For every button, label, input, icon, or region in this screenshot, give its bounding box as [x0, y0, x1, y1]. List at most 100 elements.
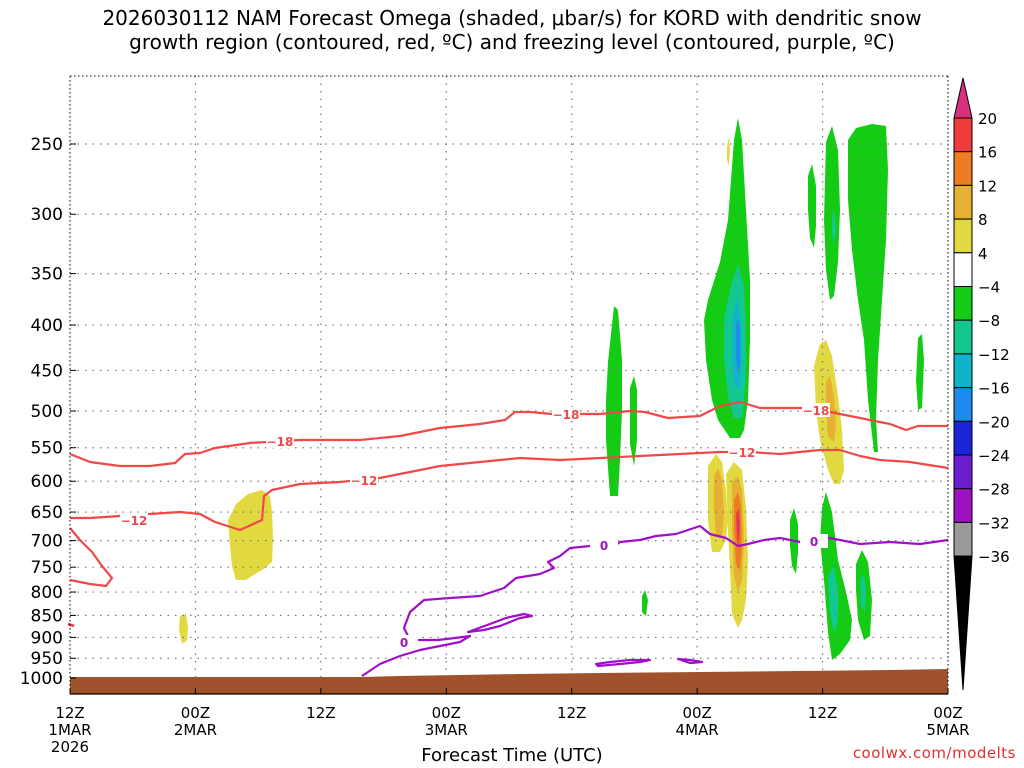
contour-label-zero-bg	[800, 534, 828, 548]
colorbar-label: −16	[978, 380, 1010, 398]
colorbar-swatch	[953, 521, 973, 557]
contour-label-zero: 0	[810, 535, 818, 549]
contour-label-minus18: −18	[553, 408, 580, 422]
omega-shade	[630, 376, 637, 466]
x-axis-label: Forecast Time (UTC)	[421, 745, 603, 766]
x-tick-label: 00Z	[181, 704, 210, 722]
omega-shade	[826, 376, 836, 442]
x-tick-label: 3MAR	[425, 721, 468, 739]
colorbar-label: −20	[978, 413, 1010, 431]
y-tick-label: 750	[31, 558, 63, 578]
contour-lines: −18 −18 −18 −12 −12 −12 0 0 0	[67, 400, 949, 677]
colorbar-swatch	[953, 353, 973, 389]
y-tick-label: 1000	[20, 669, 63, 689]
y-tick-label: 850	[31, 606, 63, 626]
omega-shade	[179, 614, 188, 644]
contour-label-zero: 0	[400, 636, 408, 650]
contour-label-minus18-bg	[552, 407, 580, 421]
colorbar-label: −24	[978, 447, 1010, 465]
dgz-contour-minus12	[70, 448, 949, 532]
colorbar-swatch	[953, 117, 973, 153]
freezing-level-contour	[361, 524, 949, 677]
y-tick-label: 800	[31, 583, 63, 603]
colorbar-swatch	[953, 387, 973, 422]
omega-shade	[714, 468, 724, 536]
y-tick-label: 900	[31, 628, 63, 648]
omega-shade	[824, 126, 840, 300]
omega-shade	[642, 590, 648, 616]
colorbar-label: −4	[978, 279, 1000, 297]
x-tick-label: 1MAR	[48, 721, 91, 739]
y-tick-label: 600	[31, 472, 63, 492]
colorbar-label: 20	[978, 110, 997, 128]
contour-label-minus18-bg	[266, 434, 294, 448]
contour-label-minus12-bg	[120, 513, 148, 527]
y-tick-label: 700	[31, 532, 63, 552]
colorbar-swatch	[953, 184, 973, 220]
y-tick-label: 350	[31, 265, 63, 285]
dgz-contour-minus12	[69, 527, 114, 588]
y-tick-label: 950	[31, 649, 63, 669]
contour-label-zero-bg	[390, 635, 418, 649]
omega-shade	[860, 574, 866, 612]
contour-label-minus12-bg	[350, 473, 378, 487]
title-line-2: growth region (contoured, red, ºC) and f…	[129, 30, 895, 54]
omega-shade	[916, 334, 924, 410]
contour-label-minus12: −12	[121, 514, 148, 528]
contour-label-minus18: −18	[803, 404, 830, 418]
colorbar-label: 16	[978, 144, 997, 162]
y-tick-label: 650	[31, 503, 63, 523]
omega-shade	[736, 318, 740, 372]
x-tick-label: 12Z	[557, 704, 586, 722]
y-tick-label: 250	[31, 135, 63, 155]
colorbar-swatch	[953, 286, 973, 321]
y-tick-label: 450	[31, 361, 63, 381]
x-tick-label: 12Z	[808, 704, 837, 722]
colorbar-swatch	[953, 218, 973, 254]
x-tick-label: 12Z	[306, 704, 335, 722]
terrain	[70, 669, 948, 694]
contour-label-zero-bg	[590, 538, 618, 552]
colorbar-label: 4	[978, 245, 988, 263]
colorbar-bottom-arrow	[953, 555, 973, 691]
freezing-level-contour	[594, 658, 652, 668]
grid-lines	[70, 76, 948, 694]
x-tick-label: 2026	[51, 738, 89, 756]
x-tick-label: 2MAR	[174, 721, 217, 739]
colorbar-swatch	[953, 454, 973, 490]
contour-label-zero: 0	[600, 539, 608, 553]
contour-label-minus12-bg	[728, 445, 756, 459]
omega-shade	[832, 210, 836, 244]
omega-shade	[727, 136, 730, 166]
x-tick-label: 5MAR	[926, 721, 969, 739]
title-line-1: 2026030112 NAM Forecast Omega (shaded, μ…	[102, 6, 922, 30]
omega-shade	[228, 490, 273, 580]
colorbar-label: −32	[978, 514, 1010, 532]
omega-shade	[828, 566, 838, 634]
x-tick-label: 00Z	[432, 704, 461, 722]
colorbar-label: −8	[978, 312, 1000, 330]
colorbar-swatch	[953, 420, 973, 456]
plot-frame	[69, 75, 949, 695]
colorbar-label: −12	[978, 346, 1010, 364]
freezing-level-contour	[466, 612, 534, 634]
watermark: coolwx.com/modelts	[852, 744, 1016, 762]
x-tick-label: 4MAR	[676, 721, 719, 739]
omega-shade	[606, 306, 622, 496]
y-tick-label: 550	[31, 439, 63, 459]
terrain-fill	[70, 669, 948, 694]
contour-label-minus12: −12	[351, 474, 378, 488]
omega-shade	[808, 164, 816, 248]
x-tick-label: 00Z	[933, 704, 962, 722]
x-tick-label: 00Z	[682, 704, 711, 722]
colorbar-swatch	[953, 319, 973, 355]
y-tick-label: 400	[31, 316, 63, 336]
y-axis: 2503003504004505005506006507007508008509…	[20, 135, 76, 689]
colorbar-label: 8	[978, 211, 988, 229]
colorbar-label: −36	[978, 548, 1010, 566]
colorbar-swatch	[953, 151, 973, 186]
x-tick-label: 12Z	[55, 704, 84, 722]
colorbar-swatch	[953, 252, 973, 288]
